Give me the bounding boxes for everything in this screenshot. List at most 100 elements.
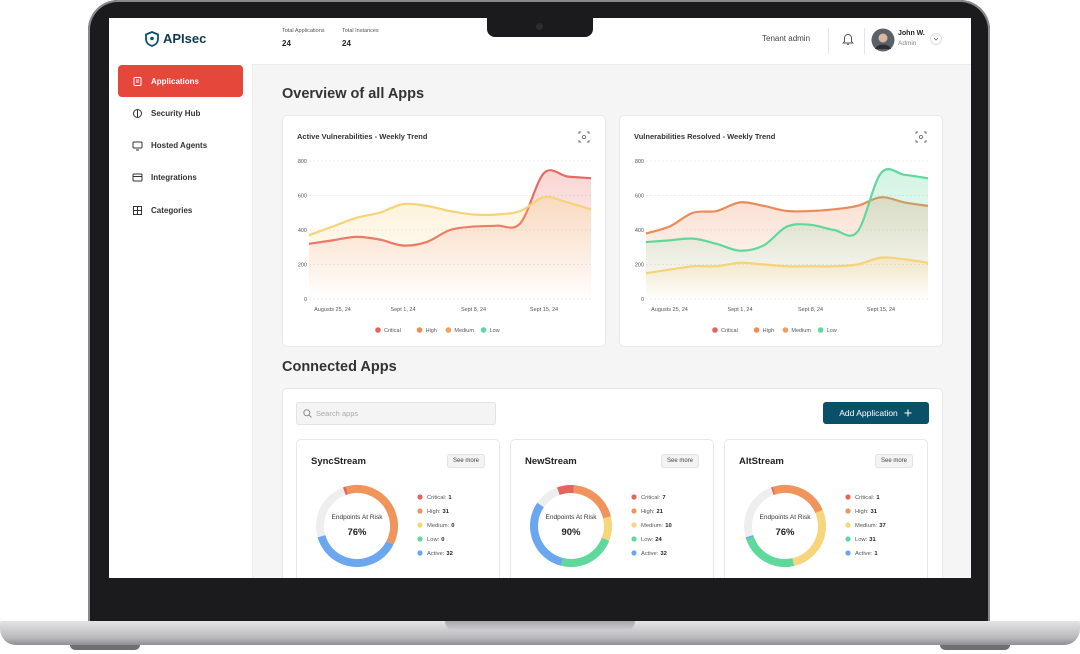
add-application-button[interactable]: Add Application	[823, 402, 929, 424]
y-tick-label: 200	[635, 263, 644, 269]
risk-count: 1	[876, 495, 880, 501]
donut-segment	[530, 485, 612, 567]
legend-dot	[631, 550, 637, 556]
legend-dot	[845, 494, 851, 500]
plus-icon	[904, 409, 912, 417]
risk-count: 10	[665, 523, 671, 529]
donut-segment	[316, 485, 398, 567]
brand: APIsec	[163, 31, 207, 46]
y-tick-label: 0	[304, 297, 307, 303]
legend-dot	[631, 536, 637, 542]
divider	[864, 28, 865, 54]
donut-chart: Endpoints At Risk 76% Critical: 1 High: 31 Med…	[316, 485, 454, 567]
nav-icon	[133, 108, 142, 118]
risk-row: Critical: 1	[855, 495, 880, 501]
donut-segment	[530, 485, 612, 567]
avatar[interactable]	[871, 28, 895, 52]
risk-count: 0	[451, 523, 454, 529]
legend-dot	[782, 327, 789, 333]
trend-line	[308, 195, 592, 237]
legend-dot	[416, 327, 423, 333]
x-tick-label: Sept 8, 24	[461, 307, 486, 313]
risk-row: Medium: 37	[855, 523, 886, 529]
y-tick-label: 600	[298, 194, 307, 200]
bell-icon[interactable]	[842, 33, 854, 46]
legend-dot	[845, 522, 851, 528]
screen: APIsec Applications Security Hub Hosted Ag…	[109, 18, 971, 578]
expand-icon[interactable]	[578, 131, 590, 143]
legend-label: Medium	[791, 328, 811, 334]
risk-count: 1	[448, 495, 452, 501]
risk-row: Critical: 7	[641, 495, 666, 501]
search-placeholder: Search apps	[316, 409, 359, 418]
y-tick-label: 400	[298, 228, 307, 234]
legend-dot	[417, 522, 423, 528]
nav-item[interactable]: Hosted Agents	[118, 130, 243, 162]
tenant-link[interactable]: Tenant admin	[762, 34, 811, 43]
legend-label: Critical	[384, 328, 401, 334]
area-fill	[309, 196, 591, 299]
legend-dot	[631, 522, 637, 528]
user-role: Admin	[898, 40, 917, 47]
legend-dot	[375, 327, 381, 333]
expand-icon[interactable]	[915, 131, 927, 143]
donut-segment	[530, 485, 612, 567]
y-tick-label: 600	[635, 194, 644, 200]
nav-item[interactable]: Integrations	[118, 162, 243, 194]
donut-segment	[744, 485, 826, 567]
x-tick-label: Sept 8, 24	[798, 307, 823, 313]
legend-dot	[845, 550, 851, 556]
donut-segment	[530, 485, 612, 567]
donut-percent: 90%	[561, 527, 581, 538]
donut-segment	[316, 485, 398, 567]
sidebar: APIsec Applications Security Hub Hosted Ag…	[109, 18, 253, 578]
risk-label: Low:	[855, 537, 868, 543]
risk-row: Medium: 0	[427, 523, 454, 529]
donut-percent: 76%	[775, 527, 795, 538]
risk-count: 31	[871, 509, 878, 515]
search-icon	[303, 409, 312, 418]
risk-row: High: 31	[855, 509, 878, 515]
base-groove	[445, 621, 635, 631]
nav-label: Applications	[151, 76, 200, 86]
chart-title: Vulnerabilities Resolved - Weekly Trend	[634, 132, 776, 141]
legend-dot	[712, 327, 718, 333]
risk-count: 31	[869, 537, 876, 543]
risk-count: 21	[657, 509, 664, 515]
camera	[536, 23, 543, 30]
trend-line	[645, 168, 929, 252]
button-label: Add Application	[839, 408, 898, 418]
app-name: AltStream	[739, 456, 784, 467]
legend-dot	[753, 327, 760, 333]
x-tick-label: Sept 1, 24	[390, 307, 415, 313]
donut-segment	[744, 485, 826, 567]
chart-card: Vulnerabilities Resolved - Weekly Trend 0…	[619, 115, 943, 347]
nav-icon	[132, 141, 143, 151]
risk-label: Active:	[855, 551, 873, 557]
risk-row: Medium: 10	[641, 523, 672, 529]
risk-label: Low:	[427, 537, 440, 543]
donut-caption: Endpoints At Risk	[760, 514, 812, 521]
donut-segment	[744, 485, 826, 567]
y-tick-label: 800	[635, 159, 644, 165]
risk-row: Active: 1	[855, 551, 878, 557]
app-card: SyncStream See more Endpoints At Risk 76% Cr…	[296, 439, 500, 578]
x-tick-label: Sept 1, 24	[727, 307, 752, 313]
app-name: NewStream	[525, 456, 577, 467]
see-more-button[interactable]: See more	[874, 454, 913, 468]
stat-label: Total Instances	[342, 28, 379, 34]
nav-item[interactable]: Categories	[118, 194, 243, 226]
nav-item[interactable]: Security Hub	[118, 97, 243, 129]
see-more-button[interactable]: See more	[446, 454, 485, 468]
nav-item[interactable]: Applications	[118, 65, 243, 97]
risk-label: Medium:	[855, 523, 878, 529]
chart: Vulnerabilities Resolved - Weekly Trend 0…	[634, 131, 929, 334]
risk-count: 1	[874, 551, 878, 557]
see-more-button[interactable]: See more	[660, 454, 699, 468]
risk-label: Active:	[641, 551, 659, 557]
legend-dot	[417, 536, 423, 542]
user-menu[interactable]	[930, 33, 942, 45]
search-box[interactable]: Search apps	[296, 402, 496, 425]
legend-dot	[417, 550, 423, 556]
